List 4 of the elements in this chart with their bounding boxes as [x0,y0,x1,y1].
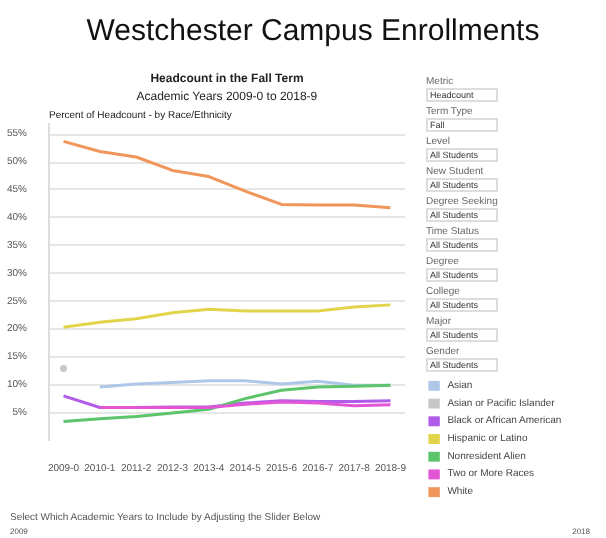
line-series [62,303,392,329]
chart-title: Westchester Campus Enrollments [86,12,540,52]
line-series [62,139,392,210]
line-series [62,383,392,423]
